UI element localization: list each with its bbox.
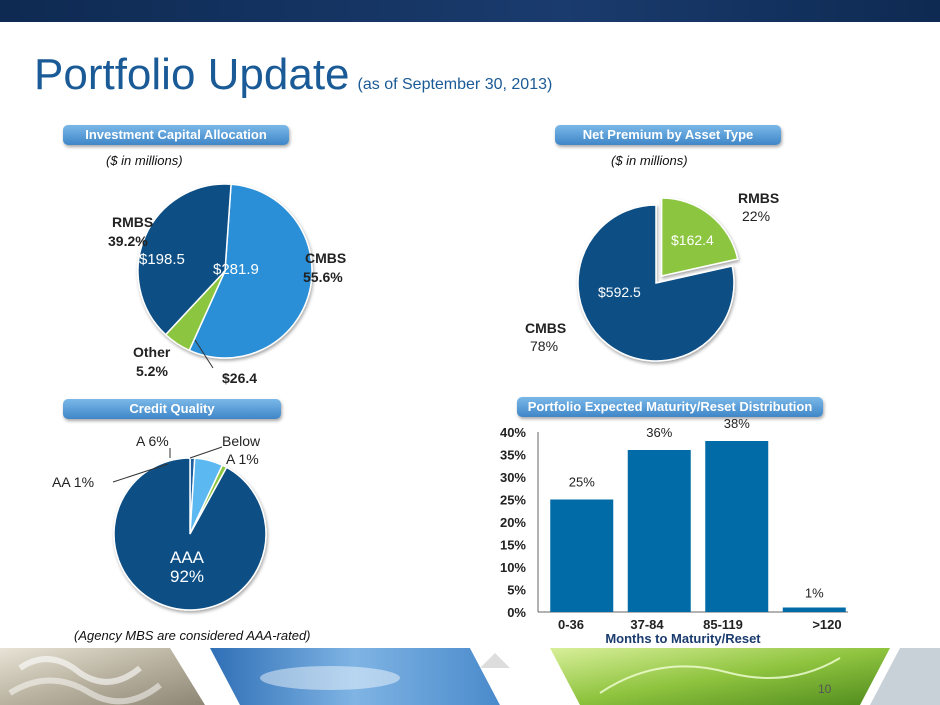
other-pct-label: 5.2%: [136, 363, 168, 379]
maturity-bar-chart: 0% 5% 10% 15% 20% 25% 30% 35% 40% 25% 0-36 36% 37-84…: [500, 416, 848, 646]
net-premium-header: Net Premium by Asset Type: [555, 125, 781, 145]
rmbs-name-label: RMBS: [112, 214, 153, 230]
x-tick-label: 0-36: [558, 617, 584, 632]
y-tick-label: 30%: [500, 470, 526, 485]
page-number: 10: [818, 682, 832, 696]
credit-quality-header: Credit Quality: [63, 399, 281, 419]
below-a-label-line1: Below: [222, 433, 261, 449]
top-banner: [0, 0, 940, 22]
maturity-distribution-header: Portfolio Expected Maturity/Reset Distri…: [517, 397, 823, 417]
x-tick-label: >120: [812, 617, 841, 632]
pie-slice-aaa: [113, 457, 267, 611]
x-axis-title: Months to Maturity/Reset: [605, 631, 761, 646]
bar-data-label: 38%: [724, 416, 750, 431]
other-leader-line: [194, 339, 214, 369]
y-tick-label: 20%: [500, 515, 526, 530]
cmbs-name-label: CMBS: [305, 250, 346, 266]
leaf-image: [550, 648, 890, 705]
x-tick-label: 85-119: [703, 617, 743, 632]
bar-data-label: 25%: [569, 475, 595, 490]
title-text: Portfolio Update: [34, 50, 350, 99]
bar-85-119: [705, 441, 769, 612]
investment-units-note: ($ in millions): [106, 153, 183, 168]
sky-image: [210, 648, 500, 705]
aaa-name-label: AAA: [170, 548, 205, 567]
np-rmbs-name-label: RMBS: [738, 190, 779, 206]
footer-decoration: [0, 648, 940, 705]
investment-allocation-header: Investment Capital Allocation: [63, 125, 289, 145]
a-label: A 6%: [136, 433, 169, 449]
y-tick-label: 5%: [507, 583, 526, 598]
y-tick-label: 15%: [500, 538, 526, 553]
pie-slice-rmbs: [660, 197, 739, 277]
aaa-pct-label: 92%: [170, 567, 204, 586]
aa-leader-line: [112, 463, 169, 483]
np-cmbs-name-label: CMBS: [525, 320, 566, 336]
np-rmbs-value-label: $162.4: [671, 232, 714, 248]
bar-data-label: 36%: [646, 425, 672, 440]
credit-footnote: (Agency MBS are considered AAA-rated): [74, 628, 311, 643]
aa-label: AA 1%: [52, 474, 94, 490]
y-tick-label: 35%: [500, 448, 526, 463]
below-a-leader-line: [189, 446, 223, 459]
page-subtitle: (as of September 30, 2013): [357, 76, 553, 93]
y-tick-label: 25%: [500, 493, 526, 508]
rmbs-pct-label: 39.2%: [108, 233, 148, 249]
rmbs-value-label: $198.5: [139, 251, 185, 268]
np-cmbs-value-label: $592.5: [598, 284, 641, 300]
x-tick-label: 37-84: [630, 617, 664, 632]
below-a-label-line2: A 1%: [226, 451, 259, 467]
footer-image-strip: [0, 648, 940, 705]
bar-data-label: 1%: [805, 586, 824, 601]
bar-37-84: [627, 450, 691, 612]
other-value-label: $26.4: [222, 370, 257, 386]
bar-0-36: [550, 499, 614, 612]
net-premium-units-note: ($ in millions): [611, 153, 688, 168]
grey-image: [870, 648, 940, 705]
np-rmbs-pct-label: 22%: [742, 208, 770, 224]
y-tick-label: 40%: [500, 425, 526, 440]
cmbs-pct-label: 55.6%: [303, 269, 343, 285]
bar->120: [782, 607, 846, 612]
y-tick-label: 10%: [500, 560, 526, 575]
other-name-label: Other: [133, 344, 171, 360]
np-cmbs-pct-label: 78%: [530, 338, 558, 354]
y-tick-label: 0%: [507, 605, 526, 620]
pie-slice-cmbs: [188, 183, 313, 359]
pie-slice-rmbs: [137, 183, 232, 336]
page-title: Portfolio Update (as of September 30, 201…: [34, 50, 552, 100]
cmbs-value-label: $281.9: [213, 261, 259, 278]
pie-slice-cmbs: [577, 204, 735, 362]
